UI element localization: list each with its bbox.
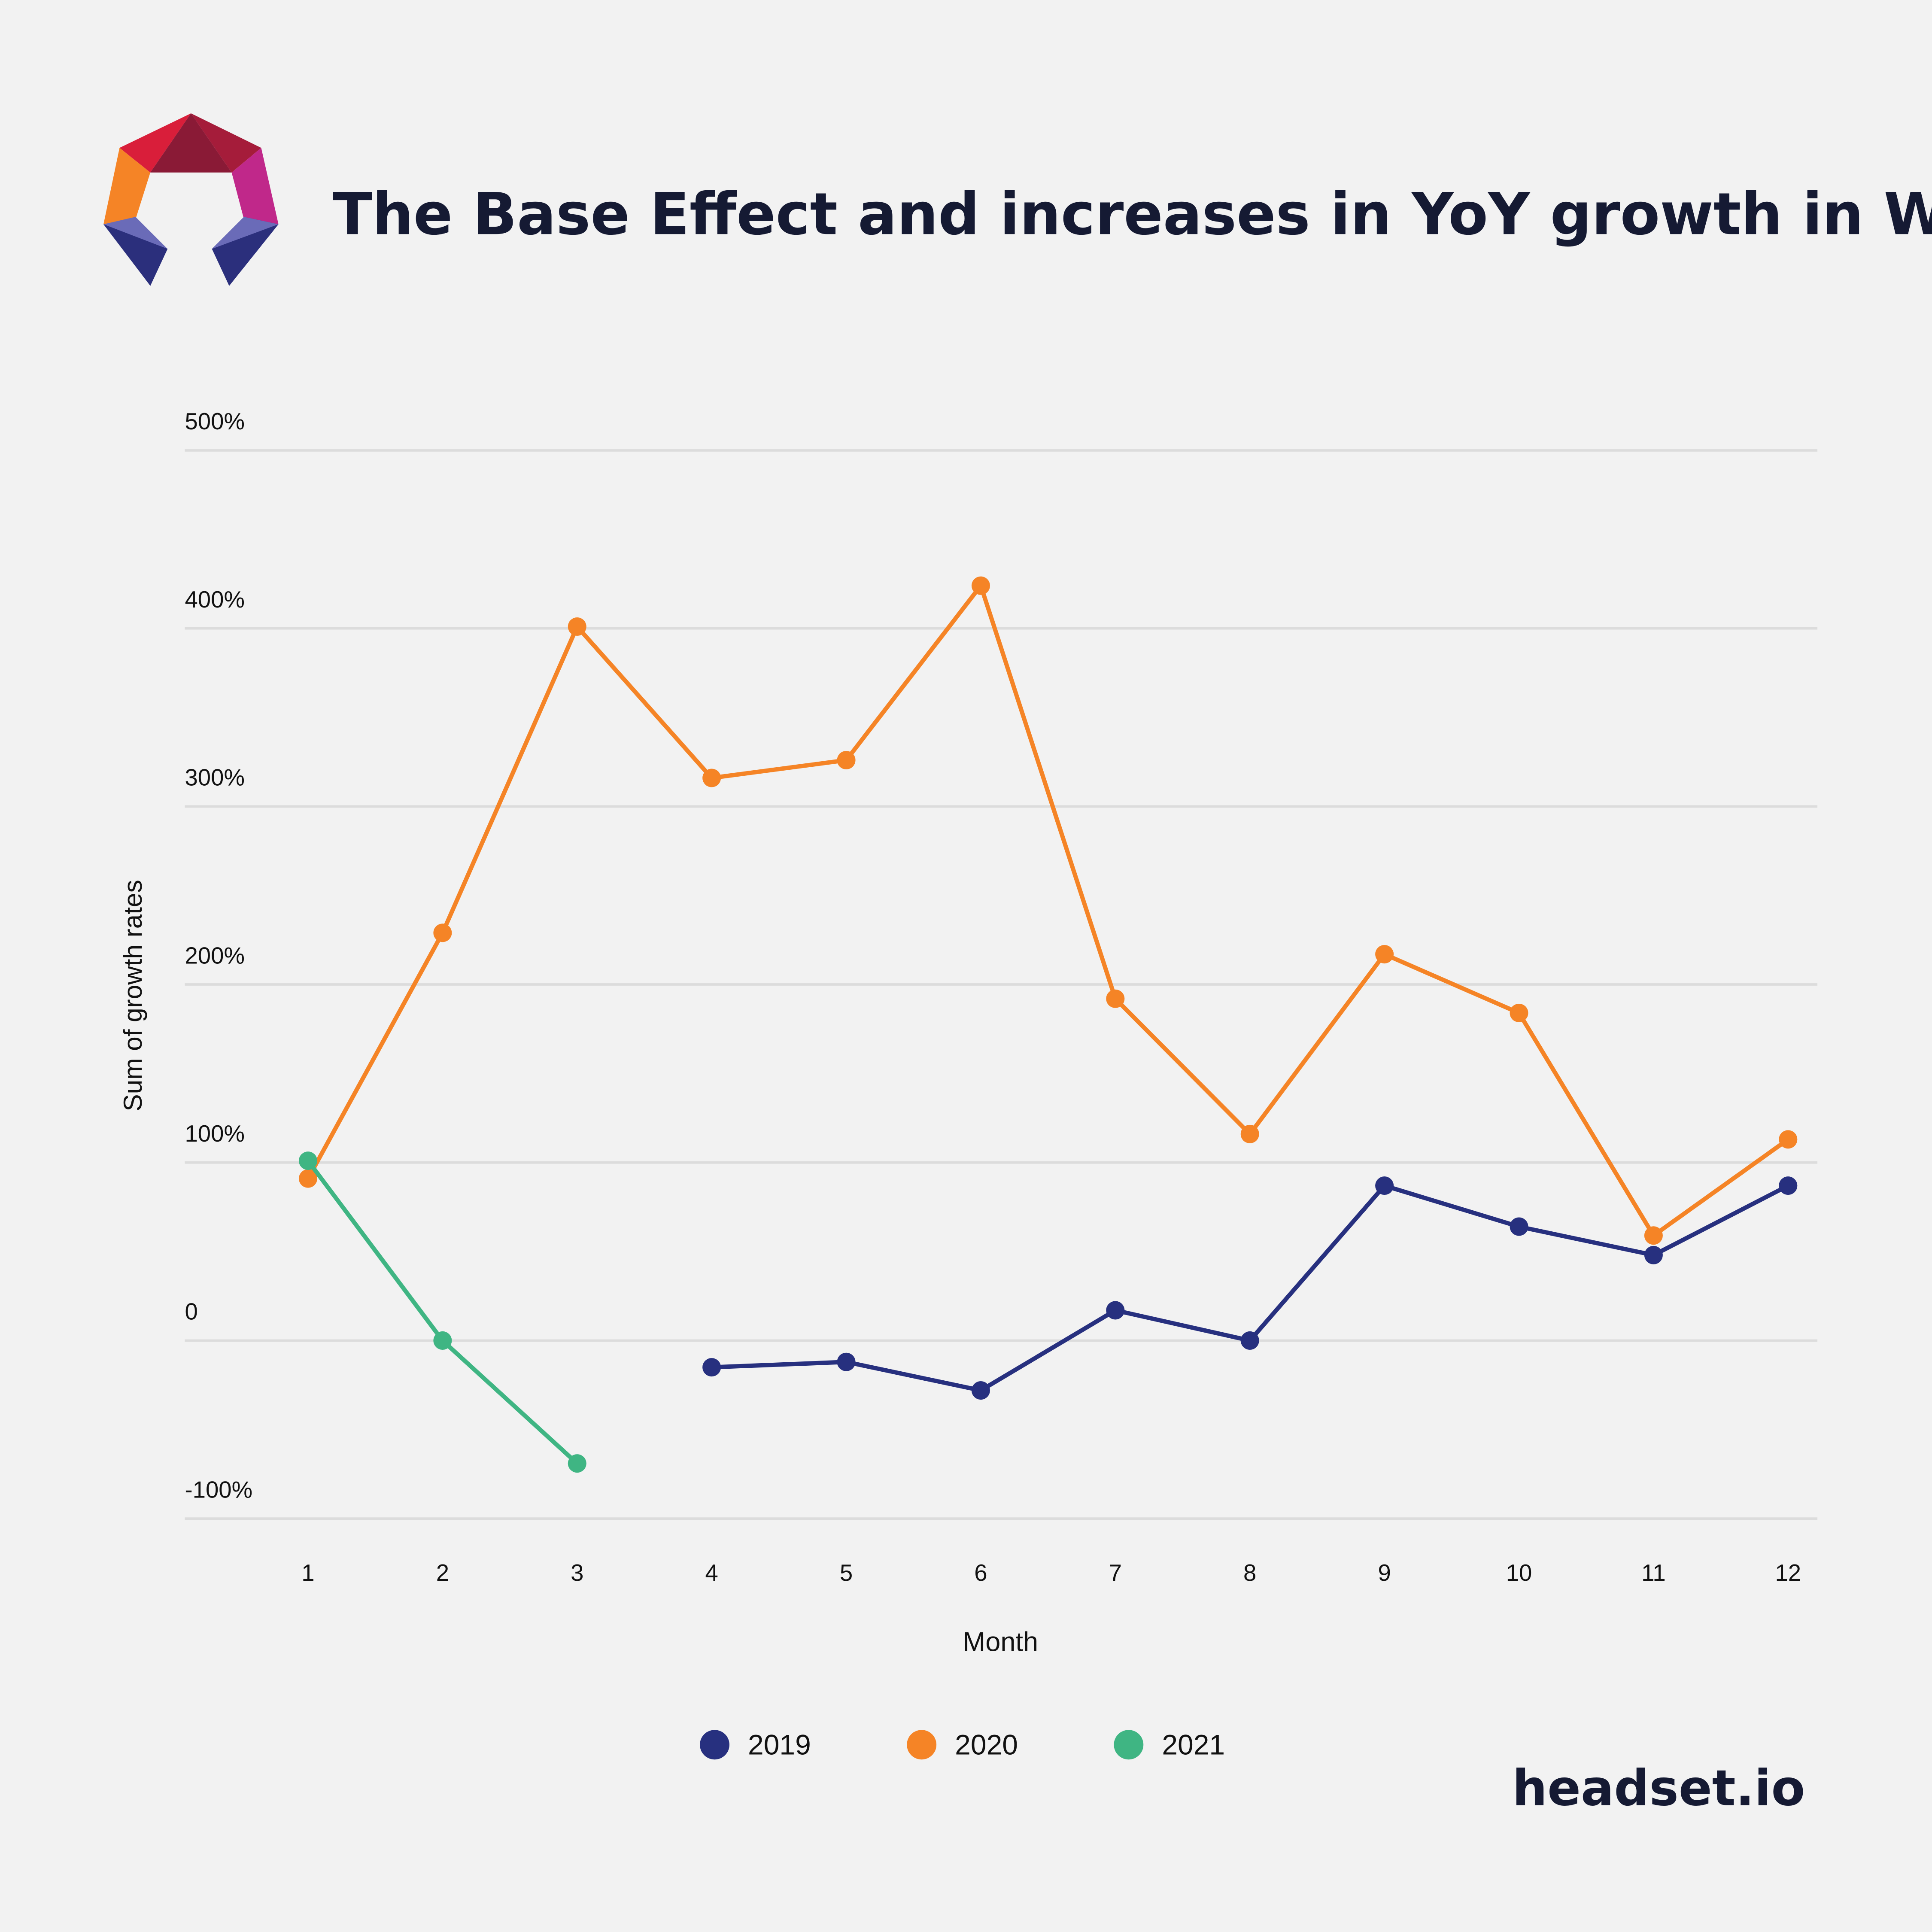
brand-footer: headset.io [1512, 1759, 1805, 1817]
data-point-2020 [1240, 1124, 1259, 1143]
x-tick-label: 3 [571, 1560, 583, 1586]
y-tick-label: 200% [185, 942, 244, 969]
data-point-2019 [702, 1358, 721, 1377]
data-point-2020 [298, 1169, 317, 1188]
x-tick-label: 12 [1775, 1560, 1801, 1586]
page-title: The Base Effect and increases in YoY gro… [333, 180, 1932, 248]
data-point-2021 [568, 1454, 586, 1473]
y-tick-label: 400% [185, 586, 244, 613]
data-point-2019 [1240, 1331, 1259, 1350]
data-point-2020 [568, 617, 586, 636]
data-point-2019 [1510, 1217, 1528, 1236]
y-tick-label: 500% [185, 408, 244, 434]
data-point-2021 [298, 1151, 317, 1170]
data-point-2020 [1779, 1130, 1798, 1149]
x-tick-label: 7 [1109, 1560, 1122, 1586]
data-point-2020 [837, 751, 856, 770]
data-point-2020 [1644, 1226, 1663, 1245]
data-point-2020 [702, 769, 721, 787]
legend-marker-2020 [907, 1730, 937, 1760]
y-tick-label: -100% [185, 1476, 252, 1503]
data-point-2020 [1375, 945, 1394, 964]
x-tick-label: 10 [1506, 1560, 1532, 1586]
x-tick-label: 1 [301, 1560, 314, 1586]
x-axis-label: Month [963, 1627, 1038, 1657]
legend: 2019 2020 2021 [700, 1729, 1225, 1761]
data-point-2020 [1510, 1003, 1528, 1022]
x-tick-label: 2 [436, 1560, 449, 1586]
grid-lines [185, 449, 1818, 1520]
y-tick-label: 100% [185, 1121, 244, 1147]
legend-label: 2020 [955, 1729, 1018, 1761]
y-axis-label: Sum of growth rates [118, 880, 147, 1111]
legend-label: 2019 [748, 1729, 811, 1761]
data-point-2021 [433, 1331, 452, 1350]
series-lines [298, 576, 1798, 1473]
y-tick-label: 300% [185, 765, 244, 791]
series-line-2020 [306, 581, 1789, 1239]
series-line-2019 [711, 1183, 1789, 1393]
x-tick-label: 8 [1243, 1560, 1256, 1586]
data-point-2019 [1779, 1176, 1798, 1195]
x-tick-label: 6 [974, 1560, 987, 1586]
legend-marker-2019 [700, 1730, 729, 1760]
x-tick-label: 5 [840, 1560, 853, 1586]
data-point-2020 [1106, 989, 1125, 1008]
x-tick-label: 4 [705, 1560, 718, 1586]
data-point-2020 [971, 576, 990, 595]
x-tick-label: 11 [1641, 1560, 1666, 1586]
data-point-2019 [837, 1352, 856, 1371]
data-point-2020 [433, 923, 452, 942]
series-line-2021 [306, 1159, 579, 1465]
data-point-2019 [1644, 1245, 1663, 1264]
data-point-2019 [1106, 1301, 1125, 1320]
data-point-2019 [1375, 1176, 1394, 1195]
legend-marker-2021 [1114, 1730, 1144, 1760]
x-tick-label: 9 [1378, 1560, 1391, 1586]
y-axis-ticks: 500% 400% 300% 200% 100% 0 -100% [185, 408, 252, 1503]
data-point-2019 [971, 1381, 990, 1400]
y-tick-label: 0 [185, 1299, 197, 1325]
headset-logo [103, 113, 279, 286]
x-axis-ticks: 1 2 3 4 5 6 7 8 9 10 11 12 [301, 1560, 1801, 1586]
legend-label: 2021 [1162, 1729, 1225, 1761]
